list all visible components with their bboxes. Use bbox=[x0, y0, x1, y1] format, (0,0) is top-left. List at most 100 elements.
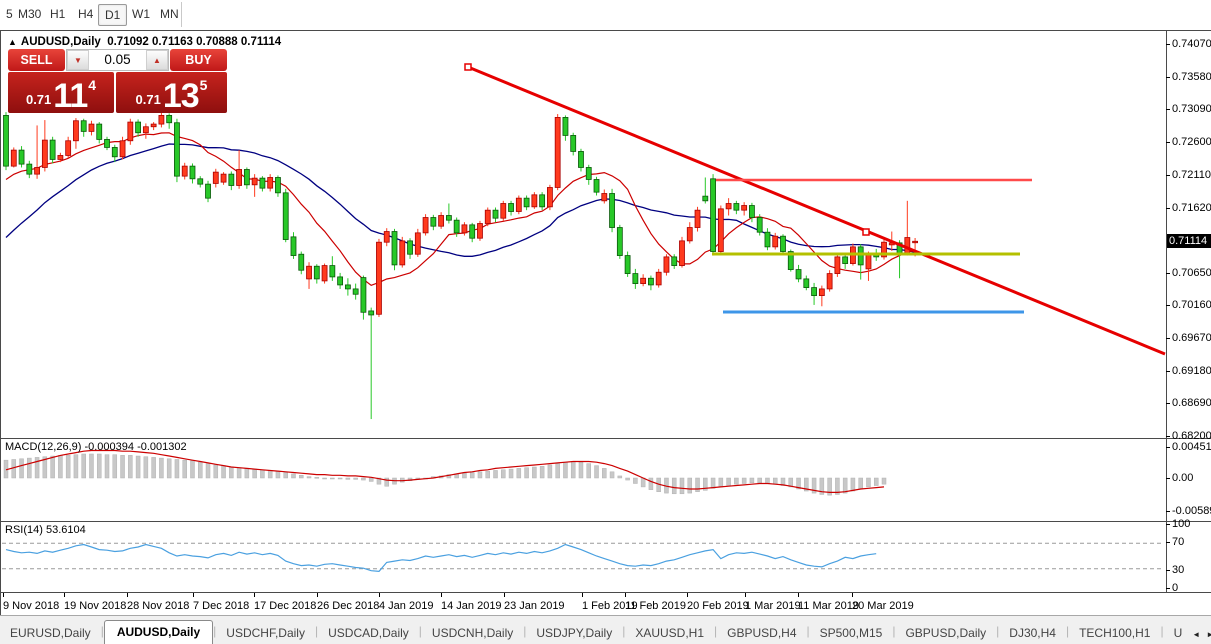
chart-tab-usdcad[interactable]: USDCAD,Daily bbox=[328, 626, 409, 640]
macd-histogram-bar bbox=[578, 461, 584, 479]
price-axis-label-tick bbox=[1166, 142, 1170, 143]
candle-body bbox=[275, 177, 281, 194]
candle-body bbox=[135, 121, 141, 134]
candle-body bbox=[73, 120, 79, 142]
chart-tab-eurusd[interactable]: EURUSD,Daily bbox=[10, 626, 91, 640]
macd-histogram-bar bbox=[89, 453, 94, 479]
timeframe-button-w1[interactable]: W1 bbox=[132, 7, 150, 21]
date-tick bbox=[317, 593, 318, 597]
candle-body bbox=[749, 205, 755, 218]
chart-tab-xauusd[interactable]: XAUUSD,H1 bbox=[635, 626, 705, 640]
candle-body bbox=[298, 253, 305, 271]
timeframe-button-mn[interactable]: MN bbox=[160, 7, 179, 21]
macd-histogram-bar bbox=[353, 477, 358, 480]
price-axis-label-tick bbox=[1166, 77, 1170, 78]
candle-body bbox=[484, 209, 491, 224]
price-axis-label: 0.69670 bbox=[1172, 332, 1211, 344]
price-axis-label-tick bbox=[1166, 273, 1170, 274]
tab-separator: | bbox=[213, 623, 217, 638]
candle-body bbox=[104, 139, 110, 148]
candle-body bbox=[438, 215, 445, 227]
macd-histogram-bar bbox=[462, 472, 467, 479]
candle-body bbox=[391, 231, 398, 266]
toolbar-separator bbox=[181, 2, 182, 27]
chart-tab-sp500[interactable]: SP500,M15 bbox=[819, 626, 883, 640]
chart-tab-tech100[interactable]: TECH100,H1 bbox=[1079, 626, 1151, 640]
price-axis-label: 0.68200 bbox=[1172, 430, 1211, 442]
date-axis-label: 26 Dec 2018 bbox=[317, 600, 380, 612]
macd-histogram-bar bbox=[524, 467, 529, 479]
macd-panel-canvas[interactable] bbox=[0, 439, 1166, 521]
chart-tab-usdcnh[interactable]: USDCNH,Daily bbox=[431, 626, 514, 640]
candle-body bbox=[539, 194, 546, 208]
chart-tab-gbpusd[interactable]: GBPUSD,H4 bbox=[727, 626, 797, 640]
candle-body bbox=[865, 254, 872, 270]
candle-body bbox=[842, 256, 849, 264]
main-chart-canvas[interactable] bbox=[0, 30, 1166, 438]
sell-price-big: 11 bbox=[53, 77, 88, 115]
candle-body bbox=[65, 140, 72, 156]
macd-histogram-bar bbox=[128, 455, 133, 479]
sell-price-display[interactable]: 0.71 11 4 bbox=[8, 72, 114, 113]
tab-separator: | bbox=[523, 623, 527, 638]
candle-body bbox=[912, 240, 918, 244]
candle-body bbox=[500, 203, 507, 219]
chart-tab-dj30[interactable]: DJ30,H4 bbox=[1009, 626, 1056, 640]
candle-body bbox=[3, 115, 9, 167]
candle-body bbox=[18, 149, 25, 165]
candle-body bbox=[834, 256, 841, 274]
chart-tab-audusd[interactable]: AUDUSD,Daily bbox=[103, 620, 214, 644]
chart-window bbox=[0, 30, 1211, 615]
date-axis-label: 4 Jan 2019 bbox=[379, 600, 434, 612]
candle-body bbox=[282, 192, 289, 240]
volume-input[interactable]: 0.05 bbox=[89, 50, 146, 70]
candle-body bbox=[96, 123, 103, 140]
macd-histogram-bar bbox=[260, 469, 265, 479]
candle-body bbox=[632, 273, 639, 284]
volume-increase-icon[interactable]: ▲ bbox=[146, 50, 168, 70]
rsi-axis-label-tick bbox=[1166, 570, 1170, 571]
buy-price-display[interactable]: 0.71 13 5 bbox=[116, 72, 227, 113]
macd-histogram-bar bbox=[283, 472, 288, 479]
candle-body bbox=[142, 126, 149, 134]
macd-histogram-bar bbox=[602, 468, 607, 479]
macd-histogram-bar bbox=[508, 468, 514, 479]
sell-button[interactable]: SELL bbox=[8, 49, 65, 71]
sell-price-prefix: 0.71 bbox=[25, 92, 52, 107]
chart-tab-usdjpy[interactable]: USDJPY,Daily bbox=[536, 626, 613, 640]
chart-tab-gbpusd[interactable]: GBPUSD,Daily bbox=[905, 626, 987, 640]
timeframe-button-m30[interactable]: M30 bbox=[18, 7, 42, 21]
chart-tab-u[interactable]: U bbox=[1173, 626, 1183, 640]
panel-separator-macd bbox=[0, 438, 1211, 439]
price-axis-border bbox=[1166, 30, 1167, 593]
macd-axis-label-tick bbox=[1166, 478, 1170, 479]
candle-body bbox=[259, 177, 266, 189]
tab-scroll-right-icon[interactable]: ► bbox=[1206, 630, 1211, 639]
rsi-panel-canvas[interactable] bbox=[0, 522, 1166, 592]
candle-body bbox=[562, 117, 569, 136]
chart-tab-usdchf[interactable]: USDCHF,Daily bbox=[226, 626, 305, 640]
trendline-anchor bbox=[862, 228, 870, 236]
timeframe-button-5[interactable]: 5 bbox=[6, 7, 13, 21]
tab-scroll-left-icon[interactable]: ◄ bbox=[1192, 630, 1201, 639]
macd-histogram-bar bbox=[182, 459, 187, 479]
price-axis-label: 0.72600 bbox=[1172, 136, 1211, 148]
candle-body bbox=[127, 121, 134, 142]
candle-body bbox=[243, 169, 250, 186]
buy-button[interactable]: BUY bbox=[170, 49, 227, 71]
macd-histogram-bar bbox=[633, 477, 638, 484]
timeframe-button-d1[interactable]: D1 bbox=[98, 4, 128, 26]
macd-histogram-bar bbox=[104, 454, 110, 479]
price-axis-label-tick bbox=[1166, 208, 1170, 209]
macd-histogram-bar bbox=[159, 457, 164, 479]
macd-histogram-bar bbox=[718, 477, 724, 488]
collapse-panel-icon[interactable]: ▲ bbox=[8, 37, 17, 47]
candle-body bbox=[787, 251, 794, 270]
volume-decrease-icon[interactable]: ▼ bbox=[67, 50, 89, 70]
candle-body bbox=[360, 277, 367, 313]
timeframe-button-h4[interactable]: H4 bbox=[78, 7, 94, 21]
candle-body bbox=[601, 193, 608, 202]
timeframe-button-h1[interactable]: H1 bbox=[50, 7, 66, 21]
macd-histogram-bar bbox=[368, 477, 374, 482]
